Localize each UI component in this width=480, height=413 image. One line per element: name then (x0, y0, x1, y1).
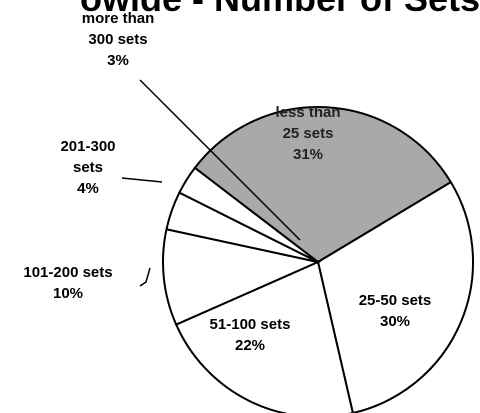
category-label: less than 25 sets (275, 104, 341, 142)
slice-label: less than 25 sets 31% (266, 102, 350, 165)
category-label: more than 300 sets (81, 10, 155, 48)
value-label: 4% (77, 180, 99, 197)
value-label: 30% (379, 313, 411, 330)
leader-line (139, 79, 301, 241)
category-label: 101-200 sets (23, 264, 113, 281)
slice-label: 201-300 sets 4% (53, 136, 123, 199)
slice-label: 101-200 sets 10% (3, 262, 133, 304)
value-label: 31% (292, 146, 324, 163)
slice-label: 51-100 sets 22% (195, 314, 305, 356)
pie-slice (316, 180, 474, 413)
category-label: 51-100 sets (209, 316, 291, 333)
value-label: 3% (107, 52, 129, 69)
category-label: 201-300 sets (60, 138, 116, 176)
value-label: 22% (234, 337, 266, 354)
pie-slice (178, 166, 319, 263)
chart-title: owide - Number of Sets (0, 0, 480, 20)
value-label: 10% (52, 285, 84, 302)
slice-label: more than 300 sets 3% (72, 8, 164, 71)
pie-slice (174, 260, 354, 413)
pie-slice (193, 106, 453, 264)
slice-label: 25-50 sets 30% (340, 290, 450, 332)
leader-line (139, 267, 151, 287)
category-label: 25-50 sets (358, 292, 432, 309)
leader-line (121, 177, 163, 183)
pie-slice (162, 228, 322, 326)
